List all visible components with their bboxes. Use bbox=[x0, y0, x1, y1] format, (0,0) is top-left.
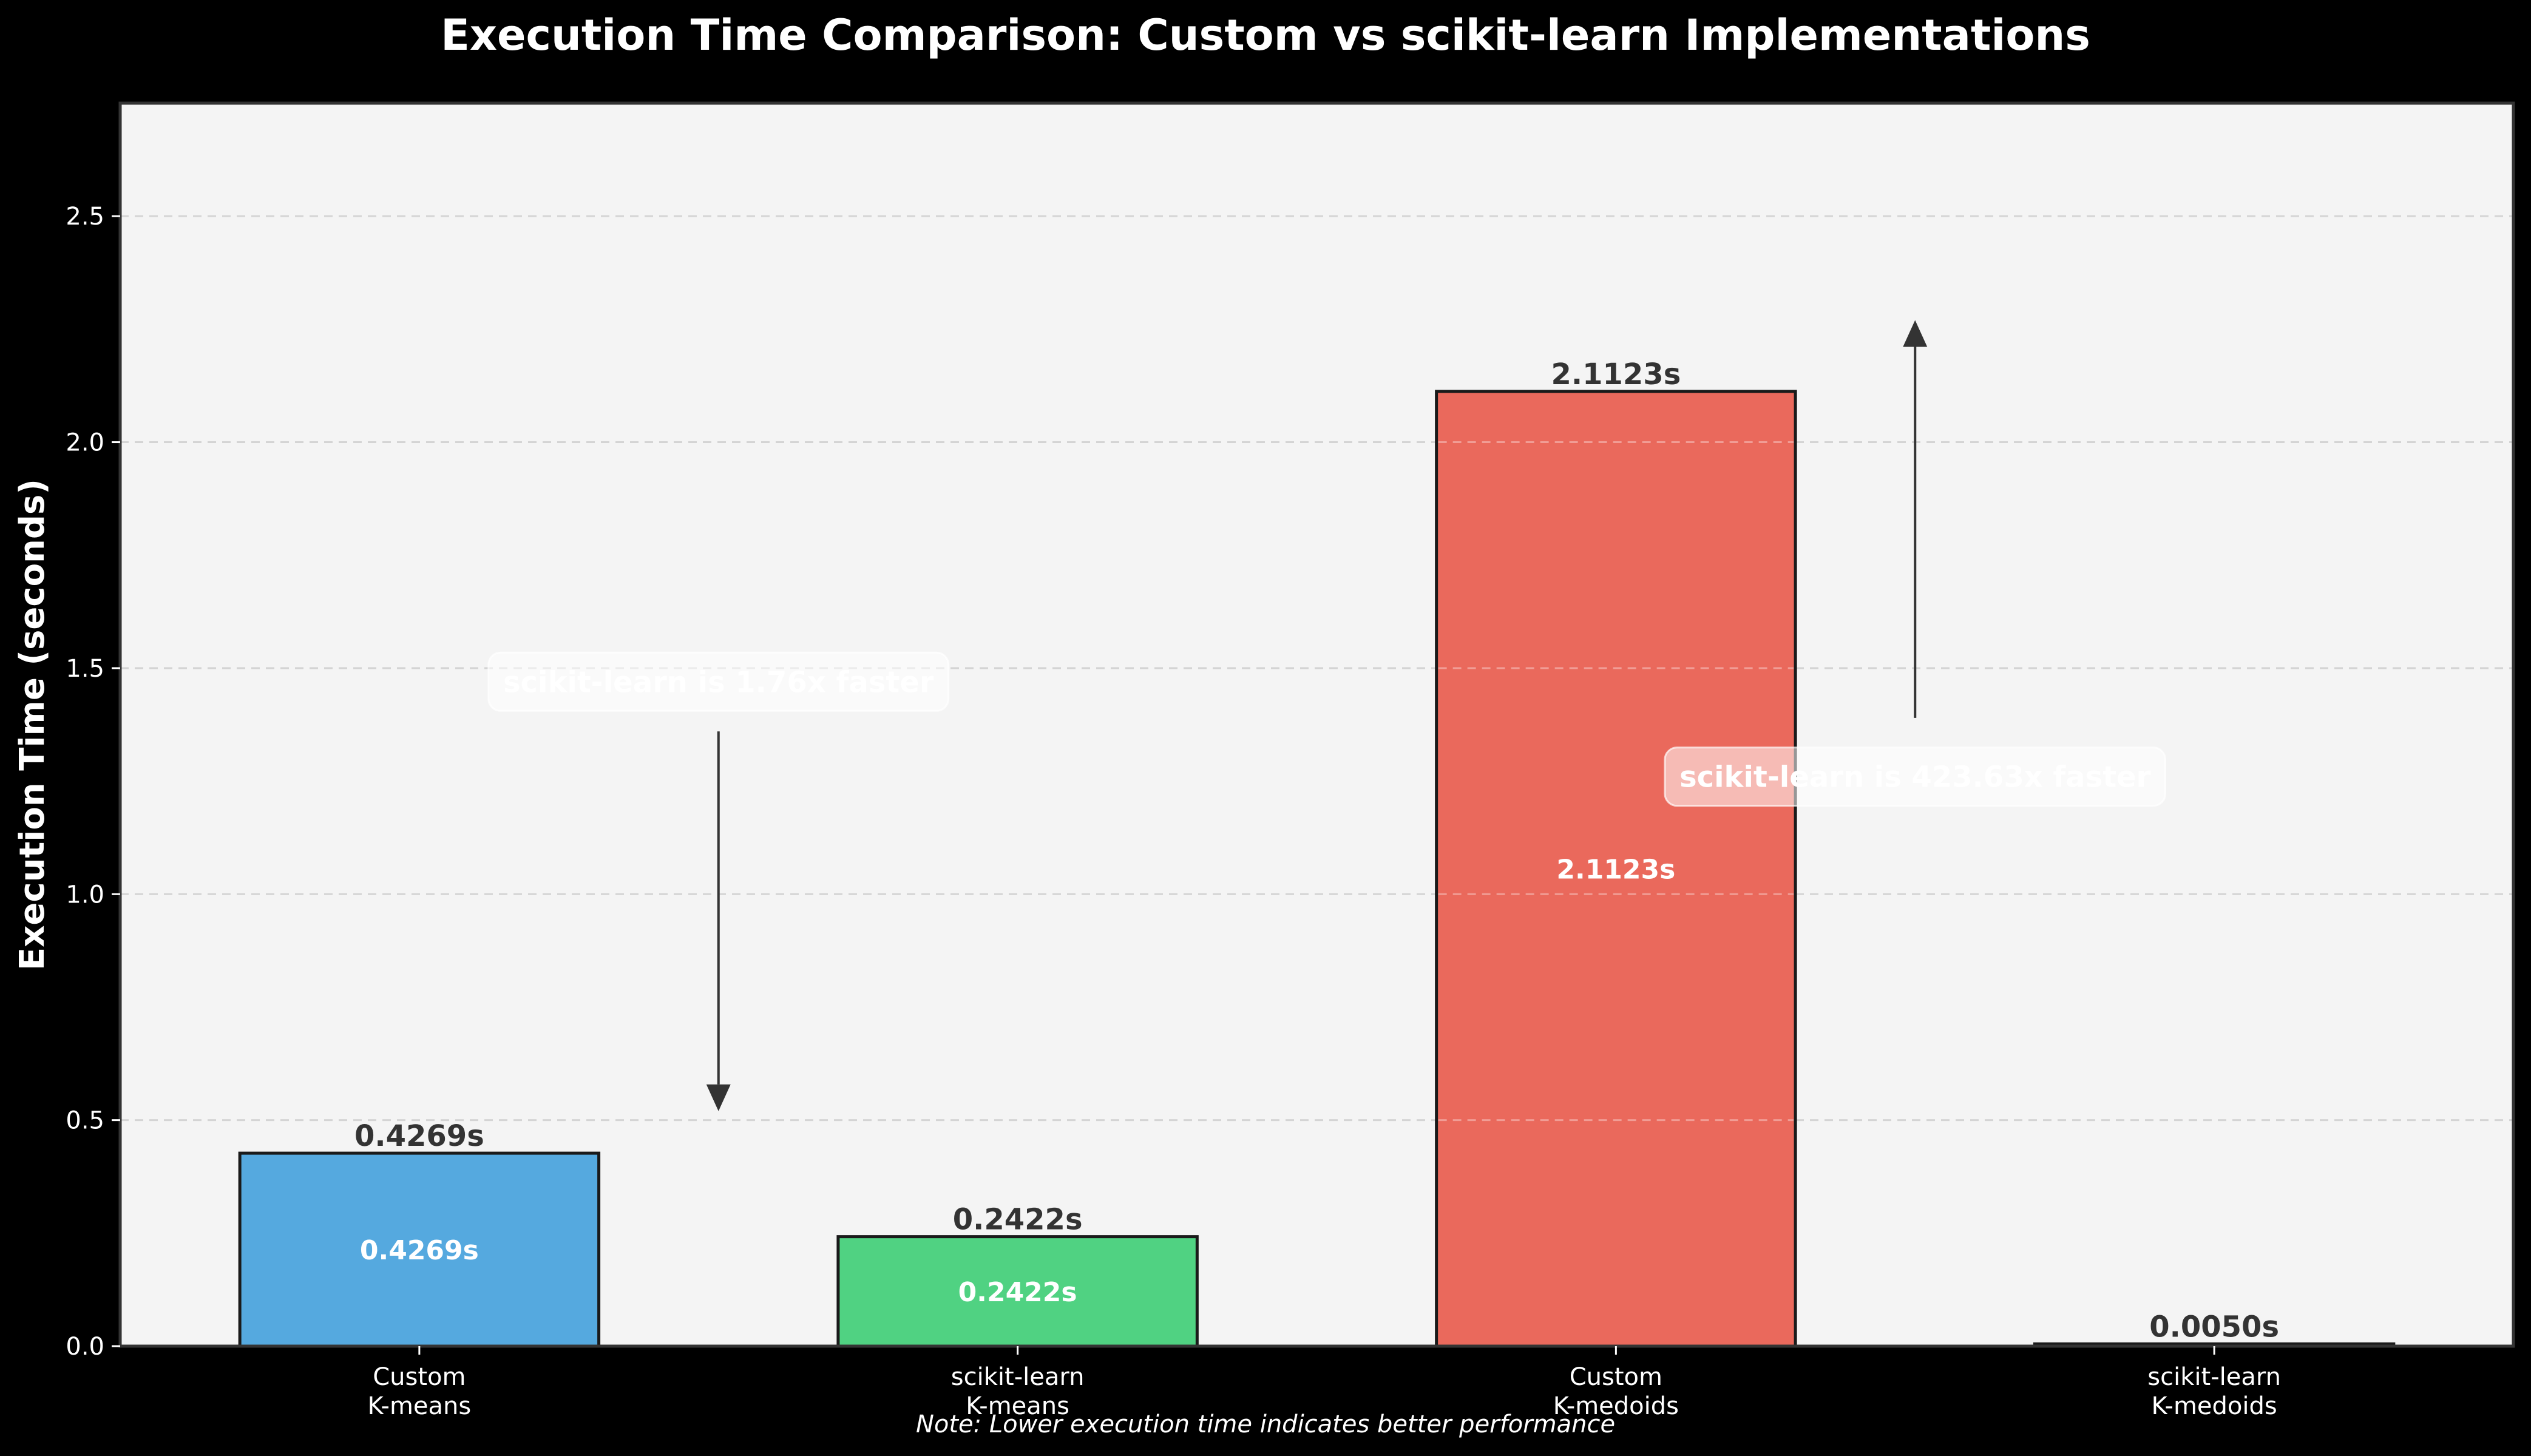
bar-value-label: 0.4269s bbox=[354, 1119, 484, 1153]
axis-layer: CustomK-meansscikit-learnK-meansCustomK-… bbox=[66, 203, 2281, 1420]
y-axis-label: Execution Time (seconds) bbox=[13, 479, 52, 970]
bar-value-label: 0.2422s bbox=[953, 1203, 1083, 1237]
x-tick-label: K-means bbox=[966, 1392, 1069, 1420]
plot-frame bbox=[118, 101, 2515, 1348]
annotation-label: scikit-learn is 1.76x faster bbox=[503, 665, 934, 699]
x-tick-label: scikit-learn bbox=[2147, 1363, 2281, 1391]
annotation-arrowhead bbox=[1903, 320, 1928, 347]
bar-value-label: 2.1123s bbox=[1551, 357, 1681, 391]
bar-inner-label: 2.1123s bbox=[1556, 854, 1675, 885]
y-tick-label: 2.5 bbox=[66, 203, 104, 231]
annotation-label: scikit-learn is 423.63x faster bbox=[1679, 760, 2151, 794]
chart-title: Execution Time Comparison: Custom vs sci… bbox=[441, 10, 2090, 60]
y-tick-label: 1.5 bbox=[66, 655, 104, 683]
y-tick-label: 1.0 bbox=[66, 881, 104, 909]
x-tick-label: K-medoids bbox=[1553, 1392, 1679, 1420]
y-tick-label: 2.0 bbox=[66, 429, 104, 457]
bar bbox=[1435, 390, 1797, 1348]
y-tick-label: 0.0 bbox=[66, 1333, 104, 1361]
bars-layer: 0.4269s 0.4269s 0.2422s 0.2422s 2.1123s 2.112… bbox=[238, 357, 2396, 1348]
x-tick-label: K-medoids bbox=[2152, 1392, 2277, 1420]
annotation-box bbox=[487, 651, 950, 712]
x-tick-label: Custom bbox=[1570, 1363, 1662, 1391]
x-tick-label: Custom bbox=[373, 1363, 466, 1391]
x-tick-label: scikit-learn bbox=[951, 1363, 1085, 1391]
bar-inner-label: 0.2422s bbox=[958, 1277, 1077, 1308]
annotation-box bbox=[1664, 747, 2167, 807]
bar bbox=[836, 1235, 1199, 1348]
y-tick-label: 0.5 bbox=[66, 1107, 104, 1135]
x-tick-label: K-means bbox=[368, 1392, 472, 1420]
footnote: Note: Lower execution time indicates bet… bbox=[916, 1410, 1615, 1438]
annotation-arrowhead bbox=[706, 1084, 731, 1111]
bar-value-label: 0.0050s bbox=[2149, 1310, 2279, 1344]
grid-layer bbox=[120, 215, 2513, 1122]
plot-area bbox=[120, 103, 2513, 1346]
bar-inner-label: 0.4269s bbox=[360, 1235, 479, 1266]
annotations-layer: scikit-learn is 1.76x faster scikit-learn… bbox=[487, 320, 2167, 1111]
